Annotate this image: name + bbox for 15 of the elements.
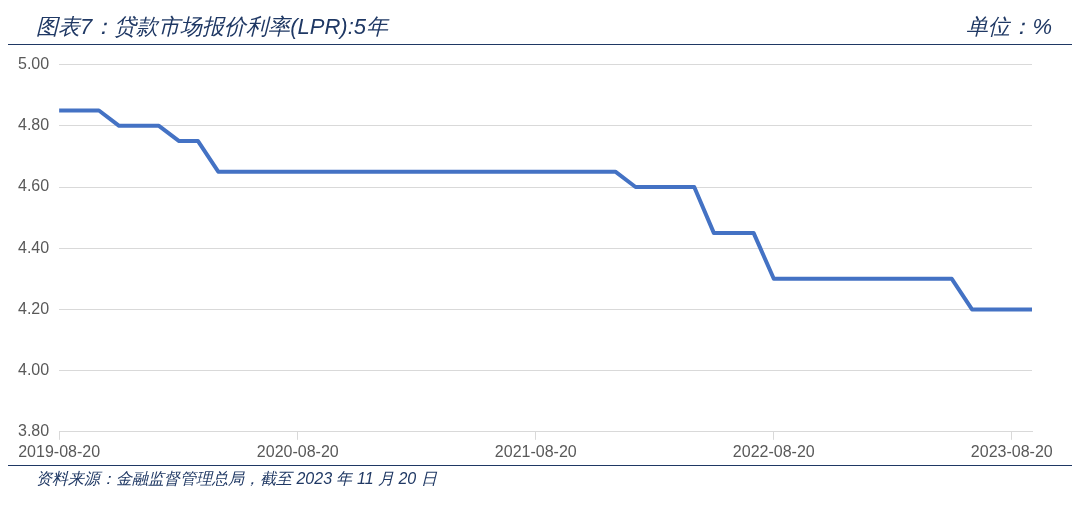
x-tick-label: 2022-08-20	[732, 442, 815, 460]
text: 单位：%	[966, 13, 1052, 41]
chart-title: 图表7：贷款市场报价利率(LPR):5年	[36, 13, 389, 41]
y-tick-label: 4.00	[18, 361, 50, 379]
x-tick-label: 2020-08-20	[256, 442, 339, 460]
y-tick-label: 5.00	[18, 55, 50, 73]
x-tick-label: 2019-08-20	[18, 442, 101, 460]
y-tick-label: 4.80	[18, 116, 50, 134]
y-tick-label: 4.60	[18, 177, 50, 195]
y-tick-label: 4.20	[18, 299, 50, 317]
x-tick-label: 2023-08-20	[970, 442, 1053, 460]
x-tick-label: 2021-08-20	[494, 442, 577, 460]
y-tick-label: 4.40	[18, 238, 50, 256]
y-tick-label: 3.80	[18, 422, 50, 440]
text: 资料来源：金融监督管理总局，截至 2023 年 11 月 20 日	[36, 470, 437, 487]
